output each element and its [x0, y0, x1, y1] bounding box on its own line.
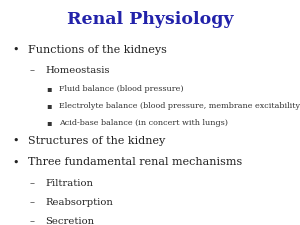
Text: •: •: [12, 45, 19, 55]
Text: ▪: ▪: [46, 86, 52, 94]
Text: –: –: [30, 217, 35, 225]
Text: Reabsorption: Reabsorption: [46, 198, 113, 207]
Text: Filtration: Filtration: [46, 179, 94, 188]
Text: Three fundamental renal mechanisms: Three fundamental renal mechanisms: [28, 158, 242, 167]
Text: Secretion: Secretion: [46, 217, 95, 225]
Text: Homeostasis: Homeostasis: [46, 66, 110, 75]
Text: •: •: [12, 158, 19, 167]
Text: Renal Physiology: Renal Physiology: [67, 11, 233, 28]
Text: –: –: [30, 179, 35, 188]
Text: ▪: ▪: [46, 119, 52, 127]
Text: •: •: [12, 136, 19, 146]
Text: –: –: [30, 66, 35, 75]
Text: Functions of the kidneys: Functions of the kidneys: [28, 45, 167, 55]
Text: Fluid balance (blood pressure): Fluid balance (blood pressure): [59, 86, 184, 94]
Text: –: –: [30, 198, 35, 207]
Text: Acid-base balance (in concert with lungs): Acid-base balance (in concert with lungs…: [59, 119, 228, 127]
Text: Structures of the kidney: Structures of the kidney: [28, 136, 165, 146]
Text: ▪: ▪: [46, 102, 52, 110]
Text: Electrolyte balance (blood pressure, membrane excitability): Electrolyte balance (blood pressure, mem…: [59, 102, 300, 110]
